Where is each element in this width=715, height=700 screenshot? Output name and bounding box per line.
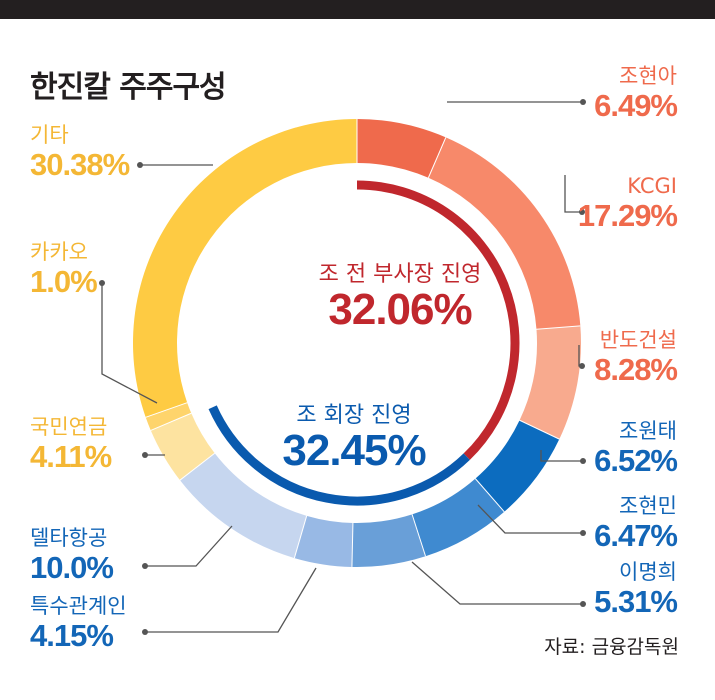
slice-value: 4.11% xyxy=(30,439,112,474)
donut-slice-0 xyxy=(357,119,446,178)
slice-value: 5.31% xyxy=(594,584,678,619)
slice-name: 특수관계인 xyxy=(30,594,127,618)
label-cho-won-tae: 조원태 6.52% xyxy=(594,419,678,478)
group-name: 조 회장 진영 xyxy=(296,403,412,428)
label-cho-hyun-min: 조현민 6.47% xyxy=(594,494,678,553)
slice-value: 30.38% xyxy=(30,147,130,182)
slice-value: 6.47% xyxy=(594,518,678,553)
label-related-parties: 특수관계인 4.15% xyxy=(30,594,127,653)
leader-dot-9 xyxy=(99,280,105,286)
slice-separator xyxy=(179,452,216,481)
slice-name: 국민연금 xyxy=(30,415,108,439)
leader-dot-0 xyxy=(580,99,586,105)
group-value: 32.06% xyxy=(328,285,472,334)
slice-separator xyxy=(150,412,192,431)
leader-line-5 xyxy=(411,561,583,605)
group-name: 조 전 부사장 진영 xyxy=(318,262,482,287)
leader-dot-8 xyxy=(142,452,148,458)
slice-separator xyxy=(519,419,560,440)
leader-dot-2 xyxy=(579,363,585,369)
leader-line-9 xyxy=(101,283,158,404)
slice-separator xyxy=(411,514,427,557)
leader-dot-10 xyxy=(137,162,143,168)
donut-slice-10 xyxy=(132,119,357,418)
donut-slice-9 xyxy=(145,402,192,431)
label-bando: 반도건설 8.28% xyxy=(594,328,678,387)
group-label-cho-hyun-ah-camp: 조 전 부사장 진영 32.06% xyxy=(300,264,500,332)
group-value: 32.45% xyxy=(282,426,426,475)
leader-line-4 xyxy=(477,504,583,534)
slice-name: KCGI xyxy=(627,174,677,198)
slice-separator xyxy=(474,478,505,513)
leader-line-3 xyxy=(540,450,583,462)
donut-slice-3 xyxy=(475,420,560,512)
leader-dot-1 xyxy=(579,209,585,215)
chart-title: 한진칼 주주구성 xyxy=(30,70,227,105)
leader-line-1 xyxy=(564,175,582,213)
slice-value: 6.52% xyxy=(594,443,678,478)
donut-slice-6 xyxy=(294,515,353,567)
donut-slice-5 xyxy=(351,514,426,567)
leader-line-6 xyxy=(145,567,317,633)
slice-value: 8.28% xyxy=(594,352,678,387)
slice-value: 1.0% xyxy=(30,264,98,299)
leader-dot-5 xyxy=(580,601,586,607)
label-kcgi: KCGI 17.29% xyxy=(577,174,678,233)
leader-dot-3 xyxy=(580,458,586,464)
label-nps: 국민연금 4.11% xyxy=(30,415,112,474)
leader-dot-4 xyxy=(580,530,586,536)
slice-name: 이명희 xyxy=(619,560,677,584)
slice-name: 기타 xyxy=(30,123,69,147)
label-kakao: 카카오 1.0% xyxy=(30,240,98,299)
slice-value: 6.49% xyxy=(594,88,678,123)
slice-name: 카카오 xyxy=(30,240,88,264)
slice-name: 조현아 xyxy=(619,64,677,88)
label-delta: 델타항공 10.0% xyxy=(30,526,114,585)
slice-name: 델타항공 xyxy=(30,526,108,550)
leader-line-7 xyxy=(145,525,233,567)
slice-separator xyxy=(536,325,581,330)
group-label-cho-won-tae-camp: 조 회장 진영 32.45% xyxy=(254,405,454,473)
slice-value: 10.0% xyxy=(30,550,114,585)
source-note: 자료: 금융감독원 xyxy=(544,636,679,658)
donut-slice-2 xyxy=(519,325,581,440)
slice-separator xyxy=(351,522,354,567)
leader-dot-7 xyxy=(142,563,148,569)
donut-slice-4 xyxy=(412,478,505,557)
slice-name: 조현민 xyxy=(619,494,677,518)
donut-slice-7 xyxy=(179,453,307,559)
slice-name: 조원태 xyxy=(619,419,677,443)
top-bar xyxy=(0,0,715,19)
leader-dot-6 xyxy=(142,629,148,635)
group-arc-cho-hyun-ah-camp xyxy=(356,180,520,460)
slice-name: 반도건설 xyxy=(599,328,677,352)
label-others: 기타 30.38% xyxy=(30,123,130,182)
slice-separator xyxy=(293,515,308,559)
slice-value: 4.15% xyxy=(30,618,114,653)
label-lee-myung-hee: 이명희 5.31% xyxy=(594,560,678,619)
group-arc-cho-won-tae-camp xyxy=(208,405,470,506)
label-cho-hyun-ah: 조현아 6.49% xyxy=(594,64,678,123)
slice-value: 17.29% xyxy=(577,198,678,233)
donut-slice-8 xyxy=(150,413,215,481)
slice-separator xyxy=(145,402,188,418)
donut-slice-1 xyxy=(428,137,581,330)
slice-separator xyxy=(427,137,447,178)
